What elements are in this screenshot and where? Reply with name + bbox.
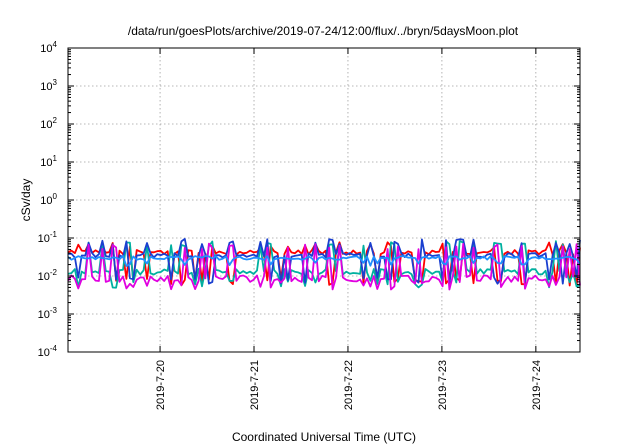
y-tick-label: 10-1: [38, 230, 58, 245]
y-tick-label: 103: [40, 78, 57, 93]
y-tick-label: 10-3: [38, 306, 58, 321]
grid: [68, 48, 580, 352]
y-axis-label: cSv/day: [19, 179, 33, 222]
x-tick-label: 2019-7-24: [531, 360, 543, 410]
y-tick-label: 10-4: [38, 344, 58, 359]
x-axis: 2019-7-20 2019-7-21 2019-7-22 2019-7-23 2019…: [155, 48, 543, 410]
x-axis-label: Coordinated Universal Time (UTC): [232, 430, 416, 444]
y-axis: 10-4 10-3 10-2 10-1 100 101 102 103 104: [38, 40, 580, 359]
series-line-2: [67, 240, 581, 289]
y-tick-label: 101: [40, 154, 57, 169]
x-tick-label: 2019-7-21: [249, 360, 261, 410]
y-tick-label: 100: [40, 192, 57, 207]
chart-title: /data/run/goesPlots/archive/2019-07-24/1…: [128, 24, 519, 38]
x-tick-label: 2019-7-20: [155, 360, 167, 410]
series-line-3: [67, 237, 581, 285]
series-group: [67, 237, 581, 291]
series-line-5: [67, 255, 581, 267]
series-line-4: [67, 242, 581, 291]
y-tick-label: 10-2: [38, 268, 58, 283]
x-tick-label: 2019-7-22: [343, 360, 355, 410]
y-tick-label: 104: [40, 40, 57, 55]
x-tick-label: 2019-7-23: [437, 360, 449, 410]
series-line-1: [67, 241, 581, 287]
y-tick-label: 102: [40, 116, 57, 131]
